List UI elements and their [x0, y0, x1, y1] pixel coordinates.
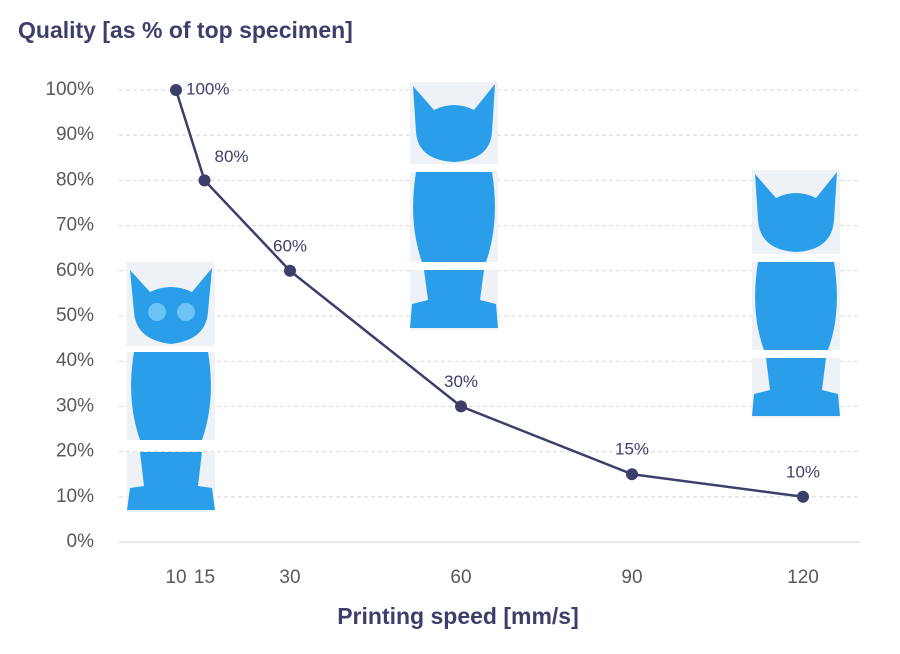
y-tick-label: 100%: [45, 79, 94, 100]
y-tick-label: 90%: [56, 124, 94, 145]
owl-photo-left: [127, 262, 215, 512]
y-tick-label: 10%: [56, 486, 94, 507]
y-tick-label: 40%: [56, 350, 94, 371]
data-label: 60%: [273, 236, 307, 255]
owl-photo-middle: [410, 82, 498, 330]
y-tick-label: 70%: [56, 215, 94, 236]
data-point: [284, 265, 296, 277]
x-tick-label: 30: [279, 567, 300, 588]
data-point: [170, 84, 182, 96]
y-tick-label: 60%: [56, 260, 94, 281]
data-point: [455, 400, 467, 412]
data-point: [626, 468, 638, 480]
x-tick-label: 15: [194, 567, 215, 588]
y-tick-label: 20%: [56, 441, 94, 462]
x-tick-label: 10: [165, 567, 186, 588]
data-point: [797, 491, 809, 503]
chart-title: Quality [as % of top specimen]: [18, 17, 353, 43]
y-tick-label: 80%: [56, 169, 94, 190]
owl-photo-right: [752, 170, 840, 418]
data-label: 80%: [215, 147, 249, 166]
y-tick-label: 0%: [67, 531, 95, 552]
x-axis-title: Printing speed [mm/s]: [337, 603, 579, 629]
data-label: 15%: [615, 440, 649, 459]
x-tick-label: 90: [621, 567, 642, 588]
x-tick-label: 60: [450, 567, 471, 588]
x-tick-label: 120: [787, 567, 819, 588]
data-label: 10%: [786, 462, 820, 481]
data-label: 100%: [186, 79, 229, 98]
data-point: [199, 174, 211, 186]
y-tick-label: 30%: [56, 395, 94, 416]
y-tick-label: 50%: [56, 305, 94, 326]
data-label: 30%: [444, 372, 478, 391]
